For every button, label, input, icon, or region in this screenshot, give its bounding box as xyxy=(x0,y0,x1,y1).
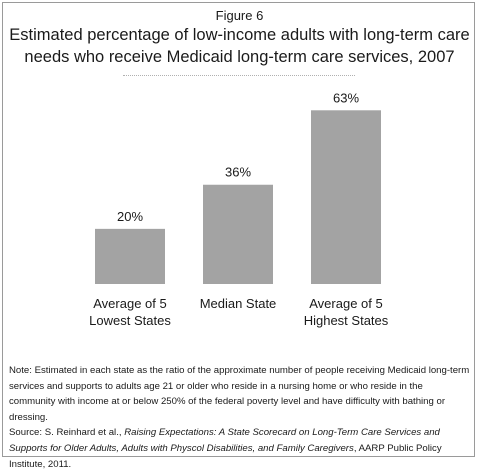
category-label-2-line-1: Median State xyxy=(200,296,277,311)
data-label-3: 63% xyxy=(333,90,359,105)
note-text: Note: Estimated in each state as the rat… xyxy=(9,365,470,423)
chart-title-line-2: needs who receive Medicaid long-term car… xyxy=(24,48,455,66)
data-label-2: 36% xyxy=(225,165,251,180)
source-prefix: Source: S. Reinhard et al., xyxy=(9,427,125,439)
category-label-1-line-1: Average of 5 xyxy=(93,296,166,311)
chart-title: Estimated percentage of low-income adult… xyxy=(0,24,479,68)
source-title: Raising Expectations: A State Scorecard … xyxy=(9,427,440,454)
source-text: Source: S. Reinhard et al., Raising Expe… xyxy=(9,425,471,472)
bar-1 xyxy=(95,228,165,284)
title-divider xyxy=(123,75,355,76)
chart-title-line-1: Estimated percentage of low-income adult… xyxy=(9,26,470,44)
bar-2 xyxy=(203,184,273,284)
footnote: Note: Estimated in each state as the rat… xyxy=(9,363,471,472)
figure-label: Figure 6 xyxy=(215,8,264,23)
data-label-1: 20% xyxy=(117,209,143,224)
category-label-1-line-2: Lowest States xyxy=(89,313,171,328)
bar-chart: 20% Average of 5 Lowest States 36% Median St… xyxy=(89,90,389,328)
category-label-3-line-1: Average of 5 xyxy=(309,296,382,311)
category-label-3-line-2: Highest States xyxy=(304,313,389,328)
bar-3 xyxy=(311,110,381,284)
